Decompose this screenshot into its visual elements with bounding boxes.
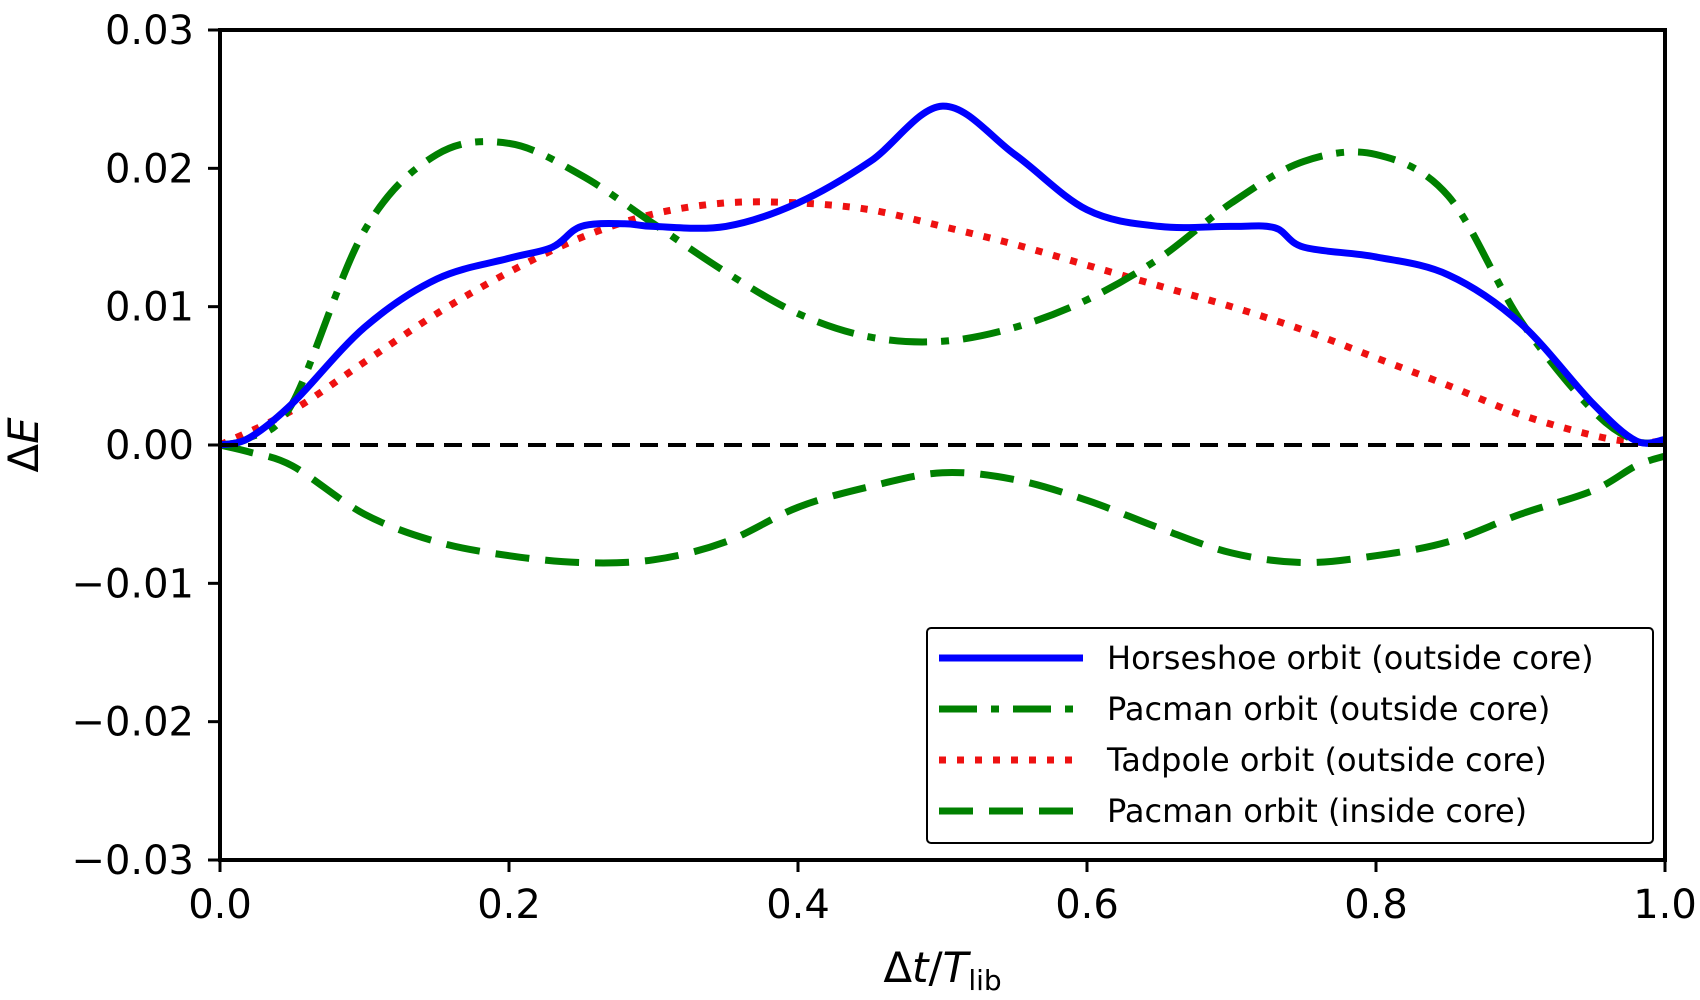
x-label-prefix: Δ [883,943,912,992]
y-tick-label: 0.02 [105,146,194,192]
legend-label-4: Pacman orbit (inside core) [1107,792,1527,830]
legend-label-1: Horseshoe orbit (outside core) [1107,639,1594,677]
series-line-4 [219,441,1667,567]
y-axis-label: ΔE [0,417,48,473]
x-label-slash: / [929,943,944,992]
y-tick-label: 0.03 [105,8,194,54]
x-tick-label: 0.4 [766,882,830,928]
x-tick-label: 0.8 [1344,882,1408,928]
y-axis: 0.03 0.02 0.01 0.00 −0.01 −0.02 −0.03 [71,8,220,884]
x-tick-label: 0.0 [188,882,252,928]
x-label-var: t [912,943,930,992]
legend-box [926,627,1654,844]
y-label-prefix: Δ [0,444,48,473]
y-label-var: E [0,417,48,444]
x-label-var2: T [943,943,972,992]
y-tick-label: −0.02 [71,700,194,746]
series-line-3 [218,198,1666,449]
series-line-1 [219,102,1666,449]
legend: Horseshoe orbit (outside core) Pacman orb… [926,627,1654,844]
legend-label-3: Tadpole orbit (outside core) [1106,741,1547,779]
y-tick-label: 0.01 [105,285,194,331]
series-line-2 [219,138,1666,449]
legend-label-2: Pacman orbit (outside core) [1107,690,1550,728]
series-layer [218,102,1667,567]
x-axis: 0.0 0.2 0.4 0.6 0.8 1.0 [188,860,1697,928]
x-tick-label: 0.6 [1055,882,1119,928]
x-label-sub: lib [968,964,1001,997]
x-axis-label: Δt/Tlib [883,943,1001,997]
y-tick-label: −0.01 [71,561,194,607]
y-tick-label: 0.00 [105,423,194,469]
x-tick-label: 1.0 [1633,882,1697,928]
y-tick-label: −0.03 [71,838,194,884]
x-tick-label: 0.2 [477,882,541,928]
